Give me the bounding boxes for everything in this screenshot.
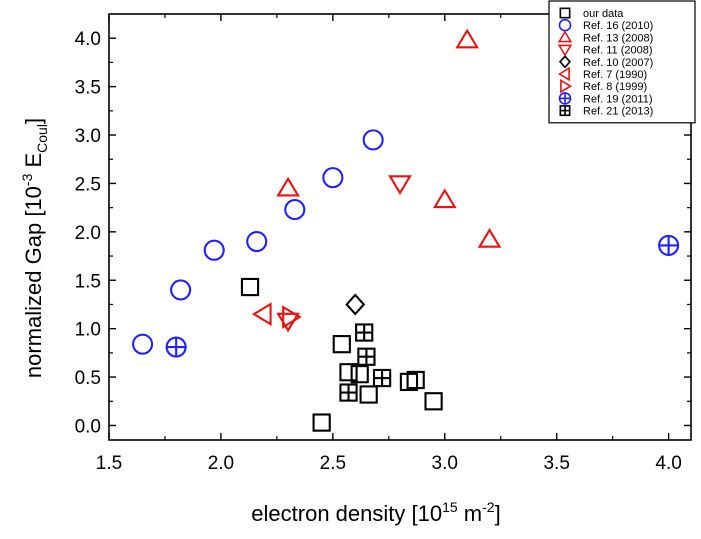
data-point — [322, 167, 344, 189]
data-point — [350, 365, 369, 384]
x-tick-label: 1.5 — [96, 453, 122, 474]
data-point — [332, 335, 351, 354]
legend-label: Ref. 19 (2011) — [583, 93, 653, 105]
y-tick-label: 3.0 — [75, 126, 101, 147]
data-point — [355, 323, 374, 342]
data-point — [432, 188, 457, 209]
legend-marker — [557, 44, 573, 57]
data-point — [276, 312, 300, 333]
y-tick-label: 2.0 — [75, 223, 101, 244]
x-tick-label: 4.0 — [655, 453, 681, 474]
legend-label: Ref. 21 (2013) — [583, 106, 653, 118]
x-tick-label: 3.0 — [432, 453, 458, 474]
plot-border — [108, 13, 692, 441]
y-tick-label: 1.0 — [75, 320, 101, 341]
y-axis-label: normalized Gap [10-3 ECoul] — [19, 118, 50, 378]
y-tick-label: 0.0 — [75, 416, 101, 437]
data-points — [132, 28, 680, 432]
data-point — [240, 277, 260, 297]
data-point — [312, 413, 331, 432]
x-tick-label: 2.5 — [320, 453, 346, 474]
data-point — [359, 385, 378, 404]
data-point — [203, 239, 225, 261]
data-point — [246, 230, 268, 253]
legend-marker — [558, 55, 572, 69]
data-point — [399, 372, 419, 392]
legend-marker — [560, 79, 573, 94]
legend-label: Ref. 8 (1999) — [583, 81, 647, 93]
legend-label: Ref. 10 (2007) — [583, 57, 653, 69]
data-point — [345, 293, 366, 316]
data-point — [276, 176, 300, 197]
x-axis-label: electron density [1015 m-2] — [251, 499, 500, 526]
data-point — [284, 199, 306, 221]
data-point — [251, 302, 272, 326]
legend-marker — [557, 66, 570, 82]
legend-marker — [559, 105, 571, 117]
x-tick-label: 3.5 — [543, 453, 569, 474]
data-point — [372, 368, 392, 388]
x-tick-label: 2.0 — [208, 453, 234, 474]
legend-marker — [557, 30, 573, 43]
legend-marker — [559, 7, 571, 19]
data-point — [165, 336, 187, 358]
y-tick-label: 4.0 — [75, 29, 101, 50]
y-tick-label: 1.5 — [75, 271, 101, 292]
legend-marker — [558, 92, 572, 105]
data-point — [406, 370, 425, 390]
legend-box — [548, 0, 696, 124]
y-tick-label: 2.5 — [75, 174, 101, 195]
data-point — [132, 333, 154, 355]
data-point — [357, 347, 376, 366]
plot-frame — [108, 13, 692, 441]
legend-label: our data — [583, 8, 624, 20]
data-point — [455, 28, 479, 49]
legend-label: Ref. 11 (2008) — [583, 45, 653, 57]
data-point — [282, 305, 302, 329]
y-tick-label: 3.5 — [75, 78, 101, 99]
legend-label: Ref. 7 (1990) — [583, 69, 647, 81]
legend-label: Ref. 16 (2010) — [583, 20, 653, 32]
data-point — [424, 392, 443, 411]
data-point — [477, 228, 502, 248]
data-point — [339, 363, 358, 382]
y-tick-label: 0.5 — [75, 368, 101, 389]
data-point — [362, 129, 384, 151]
data-point — [170, 279, 192, 301]
data-point — [339, 383, 358, 402]
data-point — [658, 234, 680, 256]
data-point — [388, 175, 412, 195]
tick-labels: 1.5 2.0 2.5 3.0 3.5 4.0 0.0 0.5 1.0 1.5 2.0 2.5 3.0 3… — [75, 29, 682, 474]
legend-label: Ref. 13 (2008) — [583, 32, 653, 44]
